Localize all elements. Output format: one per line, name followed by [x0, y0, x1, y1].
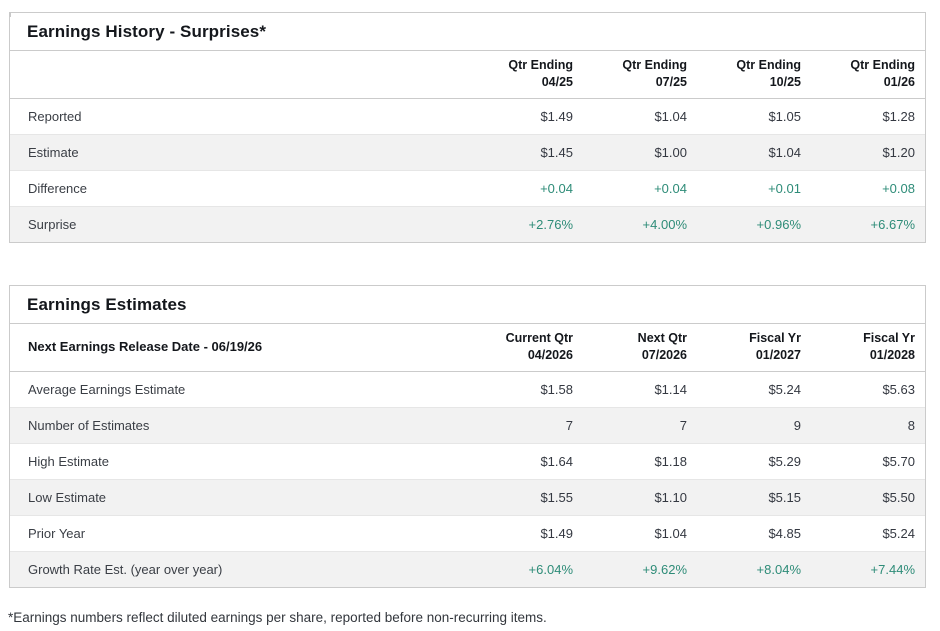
table-row-number-of-estimates: Number of Estimates 7 7 9 8 — [10, 407, 925, 444]
row-label: Number of Estimates — [10, 407, 469, 444]
table-row-estimate: Estimate $1.45 $1.00 $1.04 $1.20 — [10, 134, 925, 171]
cell-value: $1.58 — [540, 382, 573, 397]
column-header-line1: Qtr Ending — [850, 58, 915, 72]
earnings-history-header-row: Qtr Ending 04/25 Qtr Ending 07/25 Qtr En… — [10, 51, 925, 99]
column-header-line1: Qtr Ending — [508, 58, 573, 72]
column-header-line2: 10/25 — [769, 74, 801, 89]
header-spacer-cell — [10, 51, 469, 99]
cell-value: $5.63 — [882, 382, 915, 397]
column-header-fiscal-yr-2027: Fiscal Yr 01/2027 — [697, 324, 811, 372]
cell-value-positive: +7.44% — [811, 551, 925, 587]
column-header-next-qtr: Next Qtr 07/2026 — [583, 324, 697, 372]
earnings-estimates-header-row: Next Earnings Release Date - 06/19/26 Cu… — [10, 324, 925, 372]
cell-value-positive: +0.01 — [697, 170, 811, 207]
cell-value-positive: +0.96% — [697, 206, 811, 242]
column-header-line2: 01/26 — [883, 74, 915, 89]
earnings-history-grid: Qtr Ending 04/25 Qtr Ending 07/25 Qtr En… — [10, 51, 925, 242]
cell-value: $5.29 — [697, 443, 811, 480]
cell-value: $4.85 — [697, 515, 811, 552]
cell-value: 7 — [469, 407, 583, 444]
column-header-qtr-0425: Qtr Ending 04/25 — [469, 51, 583, 99]
row-label: Reported — [28, 109, 82, 124]
cell-value: 9 — [697, 407, 811, 444]
column-header-line2: 07/25 — [655, 74, 687, 89]
column-header-line2: 07/2026 — [641, 347, 687, 362]
cell-value-positive: +0.04 — [583, 170, 697, 207]
earnings-history-table: Earnings History - Surprises* Qtr Ending… — [9, 12, 926, 243]
cell-value: $5.15 — [697, 479, 811, 516]
column-header-line1: Current Qtr — [505, 331, 573, 345]
row-label: Growth Rate Est. (year over year) — [10, 551, 469, 587]
column-header-qtr-0725: Qtr Ending 07/25 — [583, 51, 697, 99]
cell-value: $1.49 — [540, 109, 573, 124]
row-label: Average Earnings Estimate — [28, 382, 186, 397]
cell-value: $1.04 — [583, 515, 697, 552]
row-label: High Estimate — [10, 443, 469, 480]
column-header-fiscal-yr-2028: Fiscal Yr 01/2028 — [811, 324, 925, 372]
table-row-prior-year: Prior Year $1.49 $1.04 $4.85 $5.24 — [10, 515, 925, 552]
cell-value: $1.04 — [697, 134, 811, 171]
row-label: Prior Year — [10, 515, 469, 552]
cell-value: $5.70 — [811, 443, 925, 480]
cell-value: $1.14 — [654, 382, 687, 397]
column-header-current-qtr: Current Qtr 04/2026 — [469, 324, 583, 372]
column-header-line2: 04/2026 — [527, 347, 573, 362]
column-header-line1: Next Qtr — [637, 331, 687, 345]
cell-value-positive: +2.76% — [469, 206, 583, 242]
table-row-surprise: Surprise +2.76% +4.00% +0.96% +6.67% — [10, 206, 925, 242]
cell-value: $1.05 — [768, 109, 801, 124]
column-header-qtr-1025: Qtr Ending 10/25 — [697, 51, 811, 99]
cell-value: $1.10 — [583, 479, 697, 516]
cell-value: $1.64 — [469, 443, 583, 480]
cell-value: $1.04 — [654, 109, 687, 124]
stray-mark — [9, 12, 11, 17]
cell-value: $1.00 — [583, 134, 697, 171]
cell-value: 7 — [583, 407, 697, 444]
column-header-line1: Fiscal Yr — [749, 331, 801, 345]
cell-value: 8 — [811, 407, 925, 444]
cell-value-positive: +6.67% — [811, 206, 925, 242]
earnings-history-title: Earnings History - Surprises* — [10, 13, 925, 51]
cell-value-positive: +8.04% — [697, 551, 811, 587]
column-header-qtr-0126: Qtr Ending 01/26 — [811, 51, 925, 99]
column-header-line1: Qtr Ending — [736, 58, 801, 72]
cell-value: $1.49 — [469, 515, 583, 552]
table-row-difference: Difference +0.04 +0.04 +0.01 +0.08 — [10, 170, 925, 207]
cell-value: $1.20 — [811, 134, 925, 171]
cell-value-positive: +9.62% — [583, 551, 697, 587]
cell-value: $1.18 — [583, 443, 697, 480]
earnings-estimates-title: Earnings Estimates — [10, 286, 925, 324]
row-label: Difference — [10, 170, 469, 207]
row-label: Low Estimate — [10, 479, 469, 516]
cell-value: $5.24 — [768, 382, 801, 397]
cell-value-positive: +0.08 — [811, 170, 925, 207]
column-header-line2: 01/2028 — [869, 347, 915, 362]
cell-value: $5.50 — [811, 479, 925, 516]
cell-value-positive: +4.00% — [583, 206, 697, 242]
cell-value: $1.28 — [882, 109, 915, 124]
column-header-line2: 01/2027 — [755, 347, 801, 362]
table-row-high-estimate: High Estimate $1.64 $1.18 $5.29 $5.70 — [10, 443, 925, 480]
row-label: Estimate — [10, 134, 469, 171]
table-row-reported: Reported $1.49 $1.04 $1.05 $1.28 — [10, 99, 925, 135]
earnings-estimates-table: Earnings Estimates Next Earnings Release… — [9, 285, 926, 588]
table-row-average-earnings-estimate: Average Earnings Estimate $1.58 $1.14 $5… — [10, 372, 925, 408]
cell-value: $1.55 — [469, 479, 583, 516]
cell-value: $1.45 — [469, 134, 583, 171]
earnings-footnote: *Earnings numbers reflect diluted earnin… — [8, 610, 547, 625]
table-row-growth-rate-est: Growth Rate Est. (year over year) +6.04%… — [10, 551, 925, 587]
cell-value-positive: +6.04% — [469, 551, 583, 587]
column-header-line1: Qtr Ending — [622, 58, 687, 72]
cell-value: $5.24 — [811, 515, 925, 552]
row-label: Surprise — [10, 206, 469, 242]
next-earnings-release-date: Next Earnings Release Date - 06/19/26 — [10, 324, 469, 372]
column-header-line1: Fiscal Yr — [863, 331, 915, 345]
table-row-low-estimate: Low Estimate $1.55 $1.10 $5.15 $5.50 — [10, 479, 925, 516]
cell-value-positive: +0.04 — [469, 170, 583, 207]
column-header-line2: 04/25 — [541, 74, 573, 89]
earnings-estimates-grid: Next Earnings Release Date - 06/19/26 Cu… — [10, 324, 925, 587]
